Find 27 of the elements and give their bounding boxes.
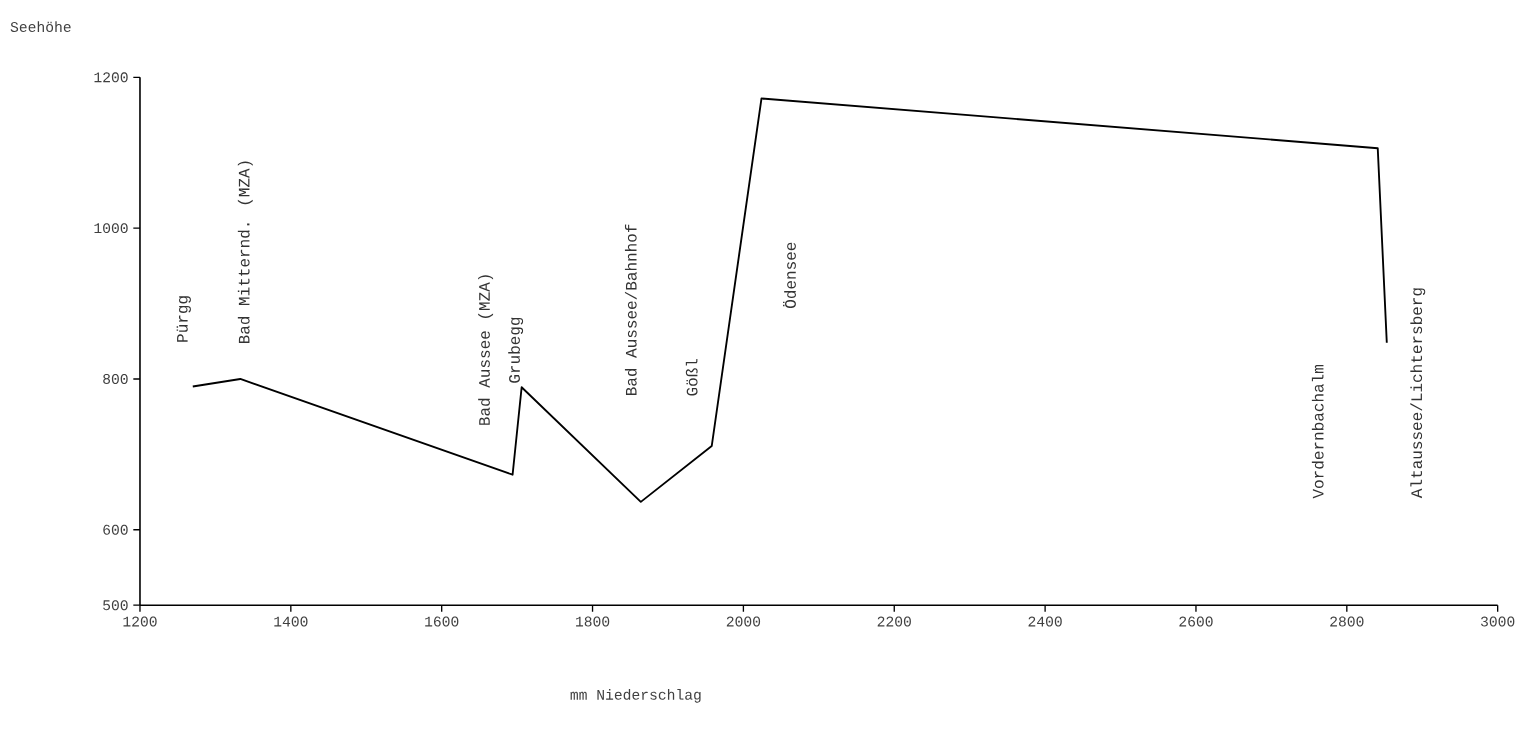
annotation: Bad Aussee/Bahnhof	[624, 224, 637, 395]
annotation: Vordernbachalm	[1311, 364, 1324, 499]
x-tick-label: 1600	[425, 616, 459, 627]
y-tick-label: 500	[103, 600, 128, 611]
y-tick-label: 600	[103, 524, 128, 535]
x-tick-label: 1800	[576, 616, 610, 627]
annotation: Altaussee/Lichtersberg	[1410, 288, 1426, 499]
y-tick-label: 1200	[94, 72, 128, 83]
x-axis-title: mm Niederschlag	[570, 688, 701, 703]
x-tick-label: 2200	[877, 616, 911, 627]
y-tick-label: 800	[103, 373, 128, 384]
annotation: Gößl	[685, 358, 698, 396]
annotation: Bad Aussee (MZA)	[478, 275, 494, 425]
x-tick-label: 2000	[726, 616, 761, 627]
x-tick-label: 1200	[123, 616, 157, 627]
y-axis-title: Seehöhe	[10, 21, 71, 32]
annotation: Bad Mitternd. (MZA)	[237, 161, 253, 344]
annotation: Grubegg	[508, 317, 524, 383]
line-series	[191, 97, 1388, 503]
x-tick-label: 2600	[1179, 616, 1213, 627]
annotation: Pürgg	[176, 296, 191, 342]
x-tick-label: 2400	[1028, 616, 1062, 627]
y-tick-label: 1000	[94, 223, 128, 234]
x-tick-label: 1400	[274, 616, 308, 627]
x-tick-label: 3000	[1480, 616, 1515, 627]
x-tick-label: 2800	[1330, 616, 1364, 627]
annotation: Ödensee	[783, 242, 796, 308]
